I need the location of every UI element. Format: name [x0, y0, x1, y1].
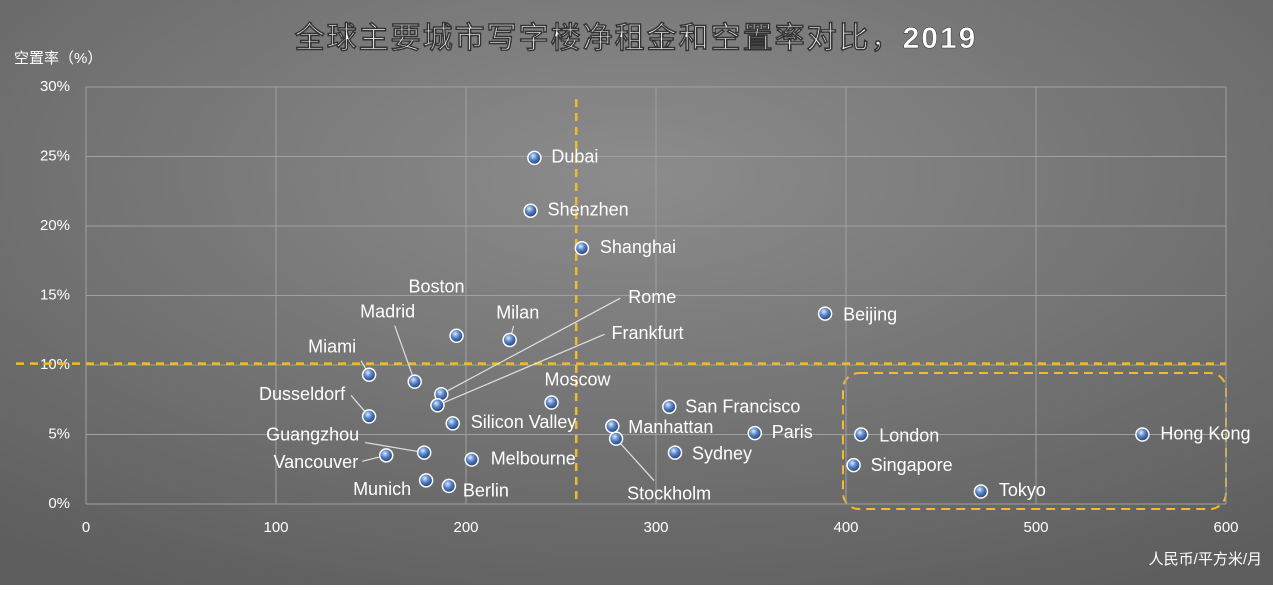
point	[418, 473, 434, 488]
point-label: Shanghai	[600, 237, 676, 257]
y-tick-label: 30%	[40, 78, 70, 95]
point-label: Milan	[496, 303, 539, 323]
point-label: Hong Kong	[1160, 423, 1250, 443]
x-tick-label: 100	[263, 519, 288, 536]
leader-line	[437, 333, 605, 406]
y-tick-label: 25%	[40, 147, 70, 164]
y-tick-label: 10%	[40, 356, 70, 373]
point-label: Rome	[628, 287, 676, 307]
x-tick-label: 500	[1023, 519, 1048, 536]
x-axis-title: 人民币/平方米/月	[1149, 551, 1262, 568]
point-label: Berlin	[463, 481, 509, 501]
point	[846, 457, 861, 473]
point-label: Munich	[353, 479, 411, 499]
point	[407, 374, 422, 389]
y-tick-label: 20%	[40, 217, 70, 234]
leader-line	[615, 438, 655, 482]
x-tick-label: 600	[1213, 519, 1238, 536]
point	[662, 399, 677, 414]
point-label: San Francisco	[685, 396, 800, 416]
leader-line	[394, 325, 416, 382]
x-tick-label: 400	[833, 519, 858, 536]
point	[361, 367, 377, 382]
point	[1135, 427, 1150, 442]
point-label: Paris	[772, 422, 813, 442]
point	[817, 306, 833, 321]
y-axis-title: 空置率（%）	[14, 50, 102, 67]
point-label: London	[879, 425, 939, 445]
point	[416, 445, 432, 460]
y-tick-label: 15%	[40, 286, 70, 303]
point-label: Singapore	[871, 455, 953, 475]
point	[574, 240, 590, 256]
point-label: Guangzhou	[266, 424, 359, 444]
point-label: Sydney	[692, 443, 752, 463]
point-label: Madrid	[360, 301, 415, 321]
point-label: Frankfurt	[612, 323, 684, 343]
point-label: Tokyo	[999, 480, 1046, 500]
point-label: Miami	[308, 336, 356, 356]
point	[361, 409, 377, 424]
leader-line	[365, 441, 425, 454]
point	[853, 427, 869, 442]
point	[441, 478, 457, 494]
leader-line	[441, 297, 621, 395]
point	[973, 484, 989, 499]
point-label: Manhattan	[628, 417, 713, 437]
point	[544, 395, 559, 410]
point-label: Dubai	[551, 147, 598, 167]
x-tick-label: 200	[453, 519, 478, 536]
point	[445, 416, 460, 431]
point	[449, 328, 464, 344]
point-label: Silicon Valley	[471, 412, 577, 432]
point-label: Beijing	[843, 304, 897, 324]
point	[430, 398, 445, 413]
point	[605, 418, 620, 434]
y-tick-label: 5%	[48, 425, 70, 442]
point	[378, 448, 394, 463]
chart-title: 全球主要城市写字楼净租金和空置率对比，2019	[294, 21, 978, 55]
point	[608, 431, 624, 446]
point-label: Dusseldorf	[259, 384, 346, 404]
point	[747, 425, 763, 441]
point-label: Shenzhen	[548, 199, 629, 219]
point	[502, 332, 517, 348]
x-tick-label: 0	[82, 519, 90, 536]
point-label: Vancouver	[273, 452, 358, 472]
point	[464, 452, 479, 467]
y-tick-label: 0%	[48, 495, 70, 512]
point-label: Boston	[408, 277, 464, 297]
point-label: Melbourne	[491, 448, 576, 468]
point-label: Moscow	[544, 369, 611, 389]
x-tick-label: 300	[643, 519, 668, 536]
point	[523, 203, 538, 218]
point-label: Stockholm	[627, 483, 711, 503]
point	[667, 445, 683, 460]
point	[527, 150, 542, 166]
